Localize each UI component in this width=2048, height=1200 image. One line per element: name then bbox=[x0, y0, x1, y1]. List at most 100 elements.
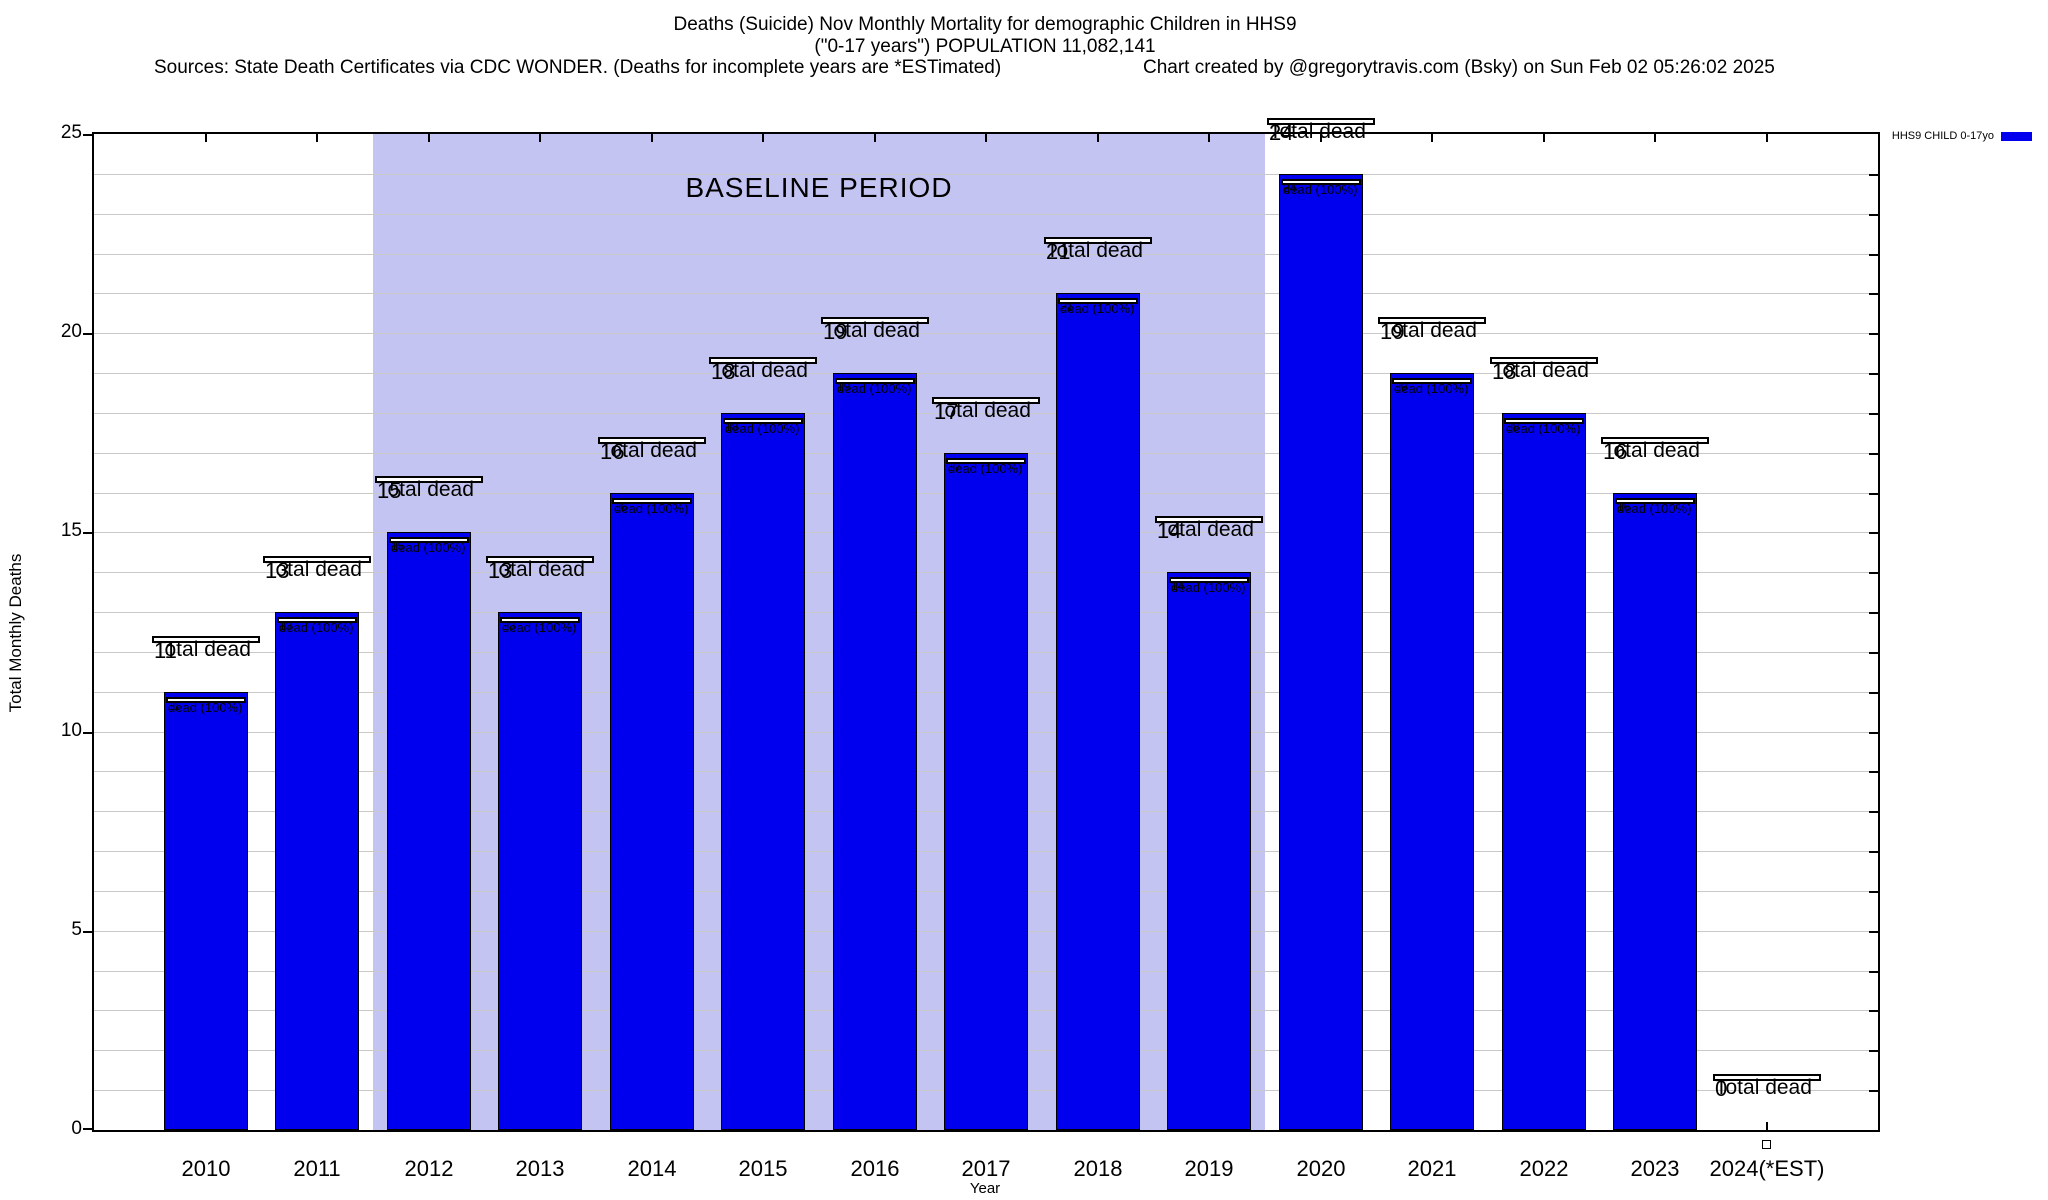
x-tick-label-2013: 2013 bbox=[515, 1156, 565, 1181]
x-axis-top-tick bbox=[1543, 134, 1545, 142]
y-tick-label-0: 0 bbox=[71, 1118, 82, 1139]
inner-label-value: 13 bbox=[279, 619, 293, 633]
inner-label-text: dead (100%) bbox=[279, 620, 354, 635]
page-title-line1: Deaths (Suicide) Nov Monthly Mortality f… bbox=[673, 14, 1297, 35]
gridline bbox=[94, 293, 1878, 294]
bar-total-label-2010: 11 Total dead bbox=[152, 636, 260, 662]
y-axis-right-tick bbox=[1869, 732, 1878, 734]
y-axis-right-tick bbox=[1869, 891, 1878, 893]
y-tick-label-20: 20 bbox=[60, 321, 82, 342]
total-label-value: 24 bbox=[1269, 120, 1294, 145]
total-label-text: Total dead bbox=[711, 359, 808, 382]
x-axis-top-tick bbox=[762, 134, 764, 142]
total-label-text: Total dead bbox=[934, 399, 1031, 422]
x-tick-label-2014: 2014 bbox=[627, 1156, 677, 1181]
bar-inner-label-2011: 13 dead (100%) bbox=[277, 617, 357, 635]
bar-2011 bbox=[275, 612, 359, 1130]
y-axis-right-tick bbox=[1869, 811, 1878, 813]
gridline bbox=[94, 333, 1878, 334]
gridline bbox=[94, 254, 1878, 255]
inner-label-text: dead (100%) bbox=[1283, 182, 1358, 197]
bar-2010 bbox=[164, 692, 248, 1130]
inner-label-text: dead (100%) bbox=[1506, 421, 1581, 436]
bar-total-label-2023: 16 Total dead bbox=[1601, 437, 1709, 463]
bar-inner-label-2019: 14 dead (100%) bbox=[1169, 577, 1249, 595]
y-axis-right-tick bbox=[1869, 174, 1878, 176]
inner-label-text: dead (100%) bbox=[168, 700, 243, 715]
total-label-value: 16 bbox=[1603, 439, 1628, 464]
y-axis-major-tick bbox=[83, 1128, 92, 1130]
total-label-value: 13 bbox=[265, 558, 290, 583]
x-axis-top-tick bbox=[205, 134, 207, 142]
y-axis-right-tick bbox=[1869, 692, 1878, 694]
bar-2023 bbox=[1613, 493, 1697, 1130]
legend-label: HHS9 CHILD 0-17yo bbox=[1891, 130, 1994, 142]
y-axis-right-tick bbox=[1869, 214, 1878, 216]
bar-inner-label-2010: 11 dead (100%) bbox=[166, 697, 246, 715]
y-axis-right-tick bbox=[1869, 771, 1878, 773]
bar-2020 bbox=[1279, 174, 1363, 1130]
y-axis-right-tick bbox=[1869, 413, 1878, 415]
y-axis-right-tick bbox=[1869, 373, 1878, 375]
bar-total-label-2019: 14 Total dead bbox=[1155, 516, 1263, 542]
total-label-text: Total dead bbox=[823, 319, 920, 342]
total-label-value: 13 bbox=[488, 558, 513, 583]
bar-2021 bbox=[1390, 373, 1474, 1130]
x-tick-label-2010: 2010 bbox=[181, 1156, 231, 1181]
y-axis-right-tick bbox=[1869, 493, 1878, 495]
total-label-value: 11 bbox=[154, 638, 177, 663]
inner-label-value: 17 bbox=[948, 460, 962, 474]
bar-total-label-2021: 19 Total dead bbox=[1378, 317, 1486, 343]
x-tick-label-2011: 2011 bbox=[293, 1156, 341, 1181]
total-label-text: Total dead bbox=[600, 439, 697, 462]
bar-total-label-2012: 15 Total dead bbox=[375, 476, 483, 502]
bar-inner-label-2016: 19 dead (100%) bbox=[835, 378, 915, 396]
bar-total-label-2011: 13 Total dead bbox=[263, 556, 371, 582]
y-axis-right-tick bbox=[1869, 612, 1878, 614]
legend: HHS9 CHILD 0-17yo bbox=[1892, 130, 2032, 142]
inner-label-text: dead (100%) bbox=[391, 540, 466, 555]
gridline bbox=[94, 214, 1878, 215]
x-axis-top-tick bbox=[1766, 134, 1768, 142]
y-axis-right-tick bbox=[1869, 971, 1878, 973]
y-axis-right-tick bbox=[1869, 1010, 1878, 1012]
y-axis-right-tick bbox=[1869, 453, 1878, 455]
y-axis-right-tick bbox=[1869, 293, 1878, 295]
x-tick-label-2015: 2015 bbox=[738, 1156, 788, 1181]
total-label-value: 15 bbox=[377, 478, 402, 503]
legend-color-swatch-icon bbox=[2001, 131, 2032, 141]
total-label-text: Total dead bbox=[1715, 1076, 1812, 1099]
est-zero-marker bbox=[1762, 1140, 1771, 1149]
bar-inner-label-2022: 18 dead (100%) bbox=[1504, 418, 1584, 436]
y-axis-right-tick bbox=[1869, 333, 1878, 335]
baseline-period-label: BASELINE PERIOD bbox=[685, 172, 953, 203]
total-label-value: 16 bbox=[600, 439, 625, 464]
x-tick-label-2017: 2017 bbox=[961, 1156, 1011, 1181]
inner-label-value: 15 bbox=[391, 539, 405, 553]
x-tick-label-2016: 2016 bbox=[850, 1156, 900, 1181]
bar-total-label-2020: 24 Total dead bbox=[1267, 118, 1375, 144]
y-axis-right-tick bbox=[1869, 1050, 1878, 1052]
total-label-text: Total dead bbox=[488, 558, 585, 581]
inner-label-text: dead (100%) bbox=[614, 501, 689, 516]
gridline bbox=[94, 373, 1878, 374]
y-axis-major-tick bbox=[83, 532, 92, 534]
y-axis-right-tick bbox=[1869, 572, 1878, 574]
bar-inner-label-2018: 21 dead (100%) bbox=[1058, 298, 1138, 316]
inner-label-text: dead (100%) bbox=[502, 620, 577, 635]
x-axis-top-tick bbox=[1654, 134, 1656, 142]
bar-inner-label-2023: 16 dead (100%) bbox=[1615, 498, 1695, 516]
x-tick-label-2024(*EST): 2024(*EST) bbox=[1709, 1156, 1825, 1181]
y-tick-label-10: 10 bbox=[60, 720, 82, 741]
y-axis-right-tick bbox=[1869, 931, 1878, 933]
total-label-text: Total dead bbox=[1157, 518, 1254, 541]
total-label-text: Total dead bbox=[1603, 439, 1700, 462]
x-axis-bottom-tick bbox=[1766, 1122, 1768, 1130]
inner-label-value: 11 bbox=[168, 699, 181, 713]
bar-total-label-2024(*EST): 0 Total dead bbox=[1713, 1074, 1821, 1100]
bar-2022 bbox=[1502, 413, 1586, 1130]
total-label-value: 0 bbox=[1715, 1076, 1728, 1101]
inner-label-value: 19 bbox=[837, 380, 851, 394]
bar-inner-label-2012: 15 dead (100%) bbox=[389, 537, 469, 555]
